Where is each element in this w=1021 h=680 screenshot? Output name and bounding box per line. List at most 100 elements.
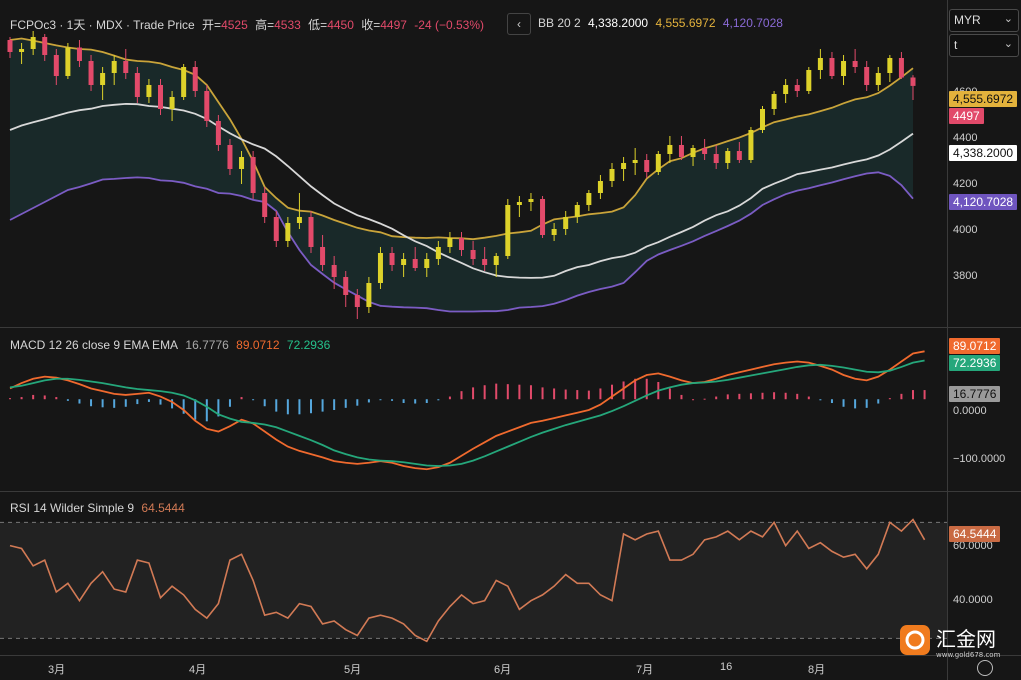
macd-hist-bar: [391, 399, 394, 401]
macd-hist-bar: [645, 378, 648, 400]
candle-body: [540, 199, 546, 235]
macd-divider: [0, 327, 1021, 328]
macd-hist-bar: [78, 399, 81, 404]
low-value: 4450: [327, 18, 354, 32]
main-legend: FCPOc3 · 1天 · MDX · Trade Price 开=4525 高…: [10, 16, 488, 33]
macd-hist-bar: [367, 399, 370, 403]
candle-body: [320, 247, 326, 265]
candle-body: [551, 229, 557, 235]
macd-hist-bar: [726, 394, 729, 400]
time-tick: 16: [720, 661, 733, 673]
candle-body: [88, 61, 94, 85]
unit-value: t: [954, 38, 958, 52]
macd-hist-bar: [147, 399, 150, 402]
macd-hist-bar: [888, 398, 891, 400]
candle-body: [215, 121, 221, 145]
macd-hist-bar: [784, 392, 787, 400]
macd-hist-bar: [472, 387, 475, 400]
bb-label: BB 20 2: [538, 16, 581, 30]
price-tick: 3800: [953, 270, 978, 282]
candle-body: [65, 47, 71, 76]
candle-body: [563, 217, 569, 229]
candle-body: [158, 85, 163, 109]
close-label: 收=: [361, 18, 381, 32]
macd-hist-bar: [564, 389, 567, 400]
candle-body: [655, 154, 661, 172]
macd-hist-bar: [113, 399, 116, 408]
chevron-down-icon: ⌄: [1003, 38, 1013, 50]
rsi-divider: [0, 491, 1021, 492]
unit-select[interactable]: t ⌄: [949, 34, 1019, 57]
macd-hist-bar: [738, 393, 741, 400]
macd-hist-bar: [286, 399, 289, 415]
macd-hist-bar: [495, 383, 498, 400]
candle-body: [401, 259, 407, 265]
candle-body: [736, 151, 742, 160]
rsi-value: 64.5444: [141, 501, 185, 515]
candle-body: [898, 58, 904, 78]
time-tick: 8月: [808, 664, 826, 676]
macd-line: [9, 350, 925, 471]
candle-body: [285, 223, 291, 241]
candle-body: [76, 47, 82, 61]
macd-hist-bar: [830, 399, 833, 403]
macd-tick: 0.0000: [953, 405, 987, 417]
bb-lower-price-label: 4,120.7028: [949, 194, 1018, 210]
candle-body: [678, 145, 684, 157]
candle-body: [644, 160, 650, 172]
candle-body: [841, 61, 847, 76]
macd-hist-bar: [90, 399, 93, 407]
candle-body: [169, 97, 175, 109]
price-tick: 4200: [953, 178, 978, 190]
candle-body: [760, 109, 765, 130]
logo-brand: 汇金网: [936, 627, 996, 651]
candle-body: [748, 130, 754, 160]
candle-body: [53, 55, 59, 76]
macd-hist-bar: [622, 381, 625, 400]
macd-hist-bar: [611, 384, 613, 400]
open-label: 开=: [202, 18, 222, 32]
macd-hist-bar: [20, 397, 23, 400]
candle-body: [424, 259, 430, 268]
symbol-label: FCPOc3 · 1天 · MDX · Trade Price: [10, 18, 195, 32]
macd-hist-bar: [263, 399, 266, 407]
macd-hist-bar: [865, 399, 868, 408]
currency-value: MYR: [954, 13, 981, 27]
macd-tick: −100.0000: [953, 453, 1006, 465]
candle-body: [609, 169, 615, 181]
candle-body: [366, 283, 372, 307]
candle-body: [308, 217, 314, 247]
candle-body: [181, 67, 187, 97]
chevron-left-icon[interactable]: ‹: [507, 13, 531, 35]
macd-hist-bar: [553, 388, 556, 400]
candle-body: [806, 70, 812, 91]
open-value: 4525: [221, 18, 248, 32]
time-tick: 4月: [189, 664, 207, 676]
currency-select[interactable]: MYR ⌄: [949, 9, 1019, 32]
candle-body: [528, 199, 534, 202]
candle-body: [377, 253, 383, 283]
rsi-tick: 60.0000: [953, 540, 993, 552]
candle-body: [586, 193, 592, 205]
macd-hist-bar: [310, 399, 312, 414]
macd-hist-bar: [171, 399, 174, 409]
candle-body: [7, 40, 13, 52]
price-tick: 4000: [953, 224, 978, 236]
candle-body: [470, 250, 476, 259]
candle-body: [910, 77, 916, 86]
macd-hist-bar: [819, 399, 822, 401]
close-price-label: 4497: [949, 108, 984, 124]
macd-hist-bar: [796, 393, 799, 400]
macd-hist-bar: [680, 394, 683, 400]
macd-hist-bar: [159, 399, 162, 405]
macd-hist-bar: [66, 399, 69, 401]
macd-hist-value: 16.7776: [185, 338, 229, 352]
macd-hist-bar: [9, 398, 11, 400]
macd-hist-bar: [634, 378, 637, 400]
bb-legend: BB 20 2 4,338.2000 4,555.6972 4,120.7028: [538, 16, 787, 30]
rsi-label: RSI 14 Wilder Simple 9: [10, 501, 135, 515]
settings-icon[interactable]: [977, 660, 993, 676]
macd-hist-bar: [136, 399, 139, 405]
low-label: 低=: [308, 18, 328, 32]
rsi-tick: 40.0000: [953, 594, 993, 606]
